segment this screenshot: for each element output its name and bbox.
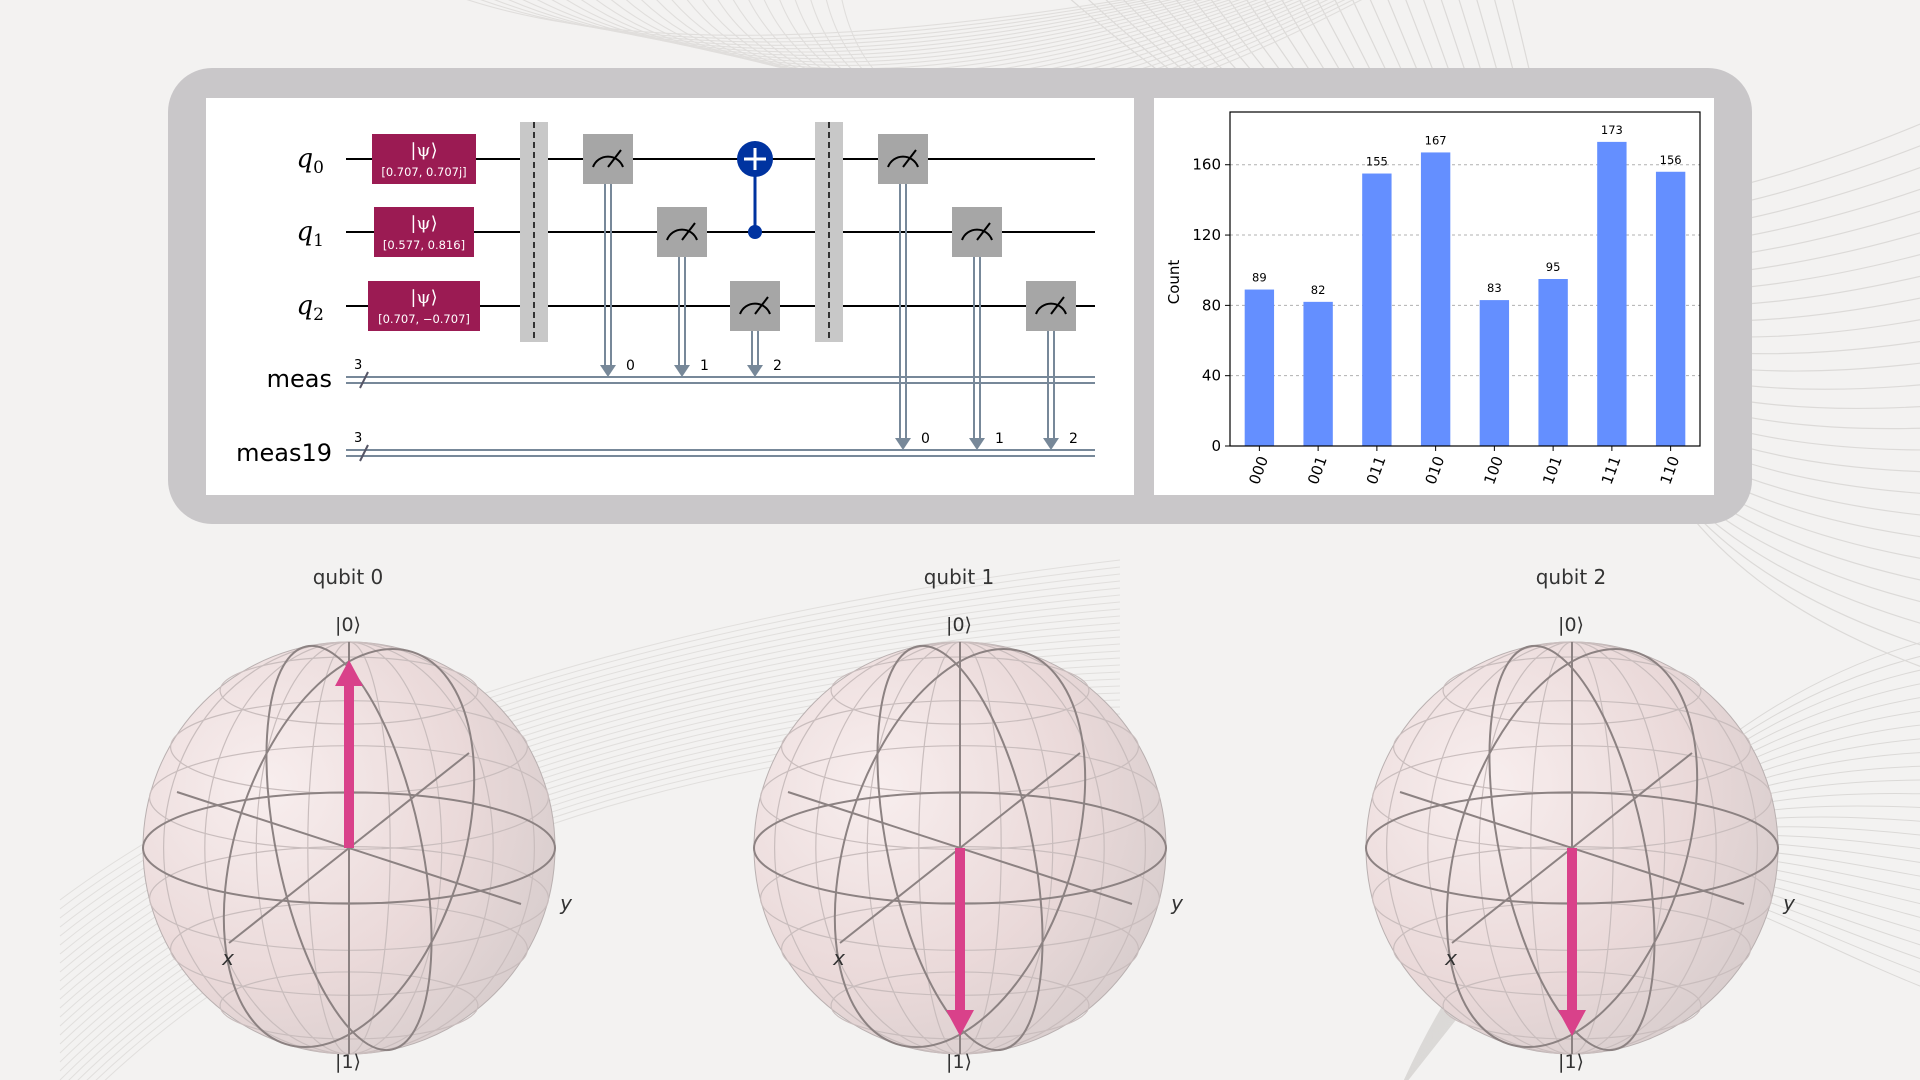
ket-one-label: |1⟩ <box>1558 1051 1584 1073</box>
qubit-label-2: q2 <box>297 291 324 325</box>
register-label-meas19: meas19 <box>236 439 332 467</box>
svg-text:[0.577, 0.816]: [0.577, 0.816] <box>383 238 465 252</box>
x-tick-label: 110 <box>1657 454 1684 487</box>
bloch-sphere-qubit-0: qubit 0 |0⟩ |1⟩ x y <box>114 556 584 1076</box>
y-tick-label: 0 <box>1211 437 1221 455</box>
bar-100 <box>1479 300 1510 446</box>
bloch-sphere-qubit-1: qubit 1 |0⟩ |1⟩ x y <box>725 556 1195 1076</box>
svg-text:[0.707, −0.707]: [0.707, −0.707] <box>378 312 470 326</box>
measure-index-label: 2 <box>773 358 782 374</box>
x-tick-label: 111 <box>1598 454 1625 487</box>
circuit-diagram: q0 q1 q2 meas meas19 3 3 |ψ⟩ [0.707, 0.7… <box>206 98 1134 495</box>
y-tick-label: 80 <box>1202 296 1221 314</box>
y-axis-label: y <box>559 891 573 915</box>
bar-011 <box>1362 173 1392 446</box>
y-axis-label: y <box>1782 891 1796 915</box>
histogram-card: Count 0 40 80 120 160 89 000 82 001 155 011 167 010 8… <box>1154 98 1714 495</box>
bloch-title: qubit 2 <box>1536 565 1607 589</box>
measure-gate-q2-second <box>1026 281 1076 331</box>
initialize-gate-q0: |ψ⟩ [0.707, 0.707j] <box>372 134 476 184</box>
y-axis-label: y <box>1170 891 1184 915</box>
bar-010 <box>1420 152 1451 446</box>
ket-zero-label: |0⟩ <box>1558 614 1584 636</box>
bloch-title: qubit 1 <box>924 565 995 589</box>
ket-one-label: |1⟩ <box>946 1051 972 1073</box>
state-vector-arrowhead <box>335 660 363 686</box>
measure-index-label: 2 <box>1069 431 1078 447</box>
measurements: 0 1 2 0 1 2 <box>583 134 1078 450</box>
y-tick-label: 160 <box>1192 156 1221 174</box>
y-tick-label: 40 <box>1202 367 1221 385</box>
qubit-label-1: q1 <box>297 217 324 251</box>
register-size-meas19: 3 <box>354 431 362 446</box>
classical-wire-meas <box>346 371 1095 389</box>
register-size-meas: 3 <box>354 358 362 373</box>
x-tick-label: 100 <box>1480 454 1507 487</box>
x-axis-label: x <box>221 946 234 970</box>
svg-text:|ψ⟩: |ψ⟩ <box>410 287 437 308</box>
svg-text:|ψ⟩: |ψ⟩ <box>410 213 437 234</box>
measure-gate-q1-second <box>952 207 1002 257</box>
bar-value-label: 82 <box>1311 283 1326 297</box>
x-tick-label: 001 <box>1304 454 1331 487</box>
bar-001 <box>1303 301 1333 446</box>
x-tick-label: 010 <box>1422 454 1449 487</box>
measure-gate-q0-second <box>878 134 928 184</box>
svg-text:[0.707, 0.707j]: [0.707, 0.707j] <box>381 165 466 179</box>
svg-text:|ψ⟩: |ψ⟩ <box>410 140 437 161</box>
measure-gate-q0-first <box>583 134 633 184</box>
measure-index-label: 1 <box>700 358 709 374</box>
cnot-gate <box>737 141 773 239</box>
bar-value-label: 95 <box>1546 260 1561 274</box>
x-tick-label: 101 <box>1539 454 1566 487</box>
qubit-label-0: q0 <box>297 144 324 178</box>
bar-value-label: 173 <box>1601 123 1623 137</box>
x-tick-label: 011 <box>1363 454 1390 487</box>
x-axis-label: x <box>1444 946 1457 970</box>
bar-value-label: 155 <box>1366 155 1388 169</box>
register-label-meas: meas <box>267 365 332 393</box>
ket-zero-label: |0⟩ <box>946 614 972 636</box>
measure-gate-q2-first <box>730 281 780 331</box>
initialize-gate-q2: |ψ⟩ [0.707, −0.707] <box>368 281 480 331</box>
sphere-axes <box>142 642 556 1054</box>
counts-histogram: Count 0 40 80 120 160 89 000 82 001 155 011 167 010 8… <box>1165 111 1701 487</box>
measure-index-label: 0 <box>626 358 635 374</box>
classical-wire-meas19 <box>346 444 1095 462</box>
y-tick-label: 120 <box>1192 226 1221 244</box>
ket-zero-label: |0⟩ <box>335 614 361 636</box>
state-vector-arrowhead <box>946 1010 974 1036</box>
bar-value-label: 83 <box>1487 281 1502 295</box>
bar-110 <box>1655 171 1686 446</box>
x-tick-label: 000 <box>1245 454 1272 487</box>
barrier-1 <box>520 122 548 342</box>
bloch-title: qubit 0 <box>313 565 384 589</box>
state-vector-arrowhead <box>1558 1010 1586 1036</box>
measure-index-label: 1 <box>995 431 1004 447</box>
y-axis-label: Count <box>1165 260 1183 305</box>
bar-value-label: 167 <box>1425 133 1447 147</box>
ket-one-label: |1⟩ <box>335 1051 361 1073</box>
bloch-sphere-qubit-2: qubit 2 |0⟩ |1⟩ x y <box>1337 556 1807 1076</box>
barrier-2 <box>815 122 843 342</box>
bar-101 <box>1538 279 1568 446</box>
bar-value-label: 156 <box>1660 153 1682 167</box>
plot-frame <box>1229 111 1701 447</box>
x-axis-label: x <box>832 946 845 970</box>
bar-000 <box>1244 289 1275 446</box>
initialize-gate-q1: |ψ⟩ [0.577, 0.816] <box>374 207 474 257</box>
bar-111 <box>1597 141 1627 446</box>
measure-gate-q1-first <box>657 207 707 257</box>
bar-value-label: 89 <box>1252 271 1267 285</box>
measure-index-label: 0 <box>921 431 930 447</box>
